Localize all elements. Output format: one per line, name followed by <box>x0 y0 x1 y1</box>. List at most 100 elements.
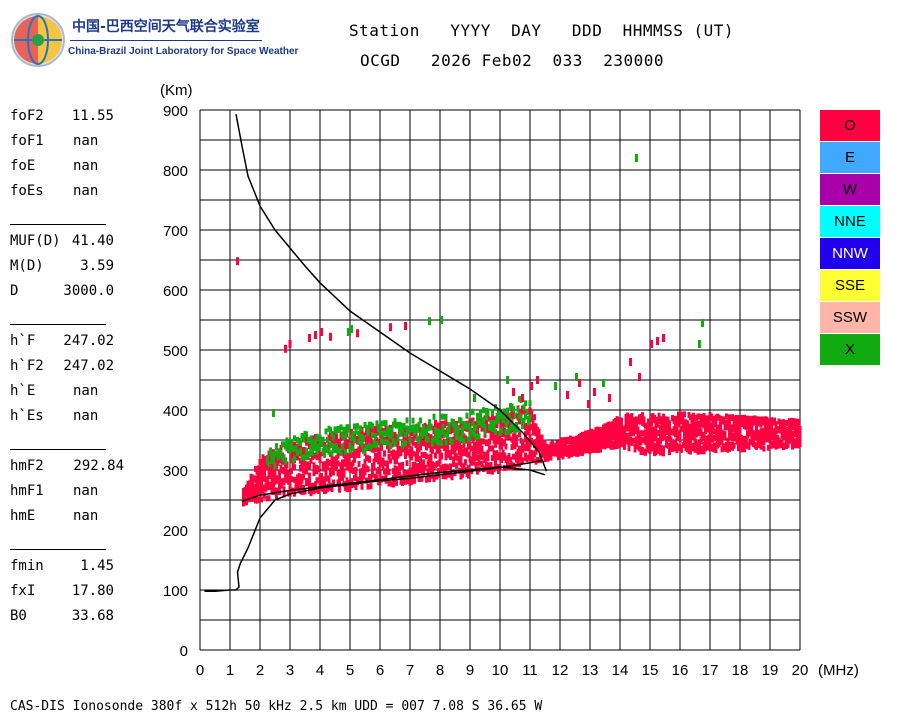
o-mode-echo <box>329 470 332 477</box>
o-mode-echo <box>411 436 415 443</box>
x-mode-echo <box>440 316 443 324</box>
x-mode-echo <box>311 449 314 456</box>
o-mode-echo <box>485 461 488 468</box>
o-mode-echo <box>770 423 773 430</box>
o-mode-echo <box>515 440 518 447</box>
y-tick-label: 500 <box>163 343 188 360</box>
o-mode-echo <box>590 439 593 446</box>
param-value: nan <box>73 408 99 424</box>
o-mode-echo <box>440 453 443 460</box>
o-mode-echo <box>437 443 440 450</box>
o-mode-echo <box>735 438 739 445</box>
electron-density-profile <box>235 114 548 472</box>
o-mode-echo <box>753 415 757 422</box>
x-mode-echo <box>360 441 364 448</box>
o-mode-echo <box>326 464 329 471</box>
o-mode-echo <box>530 450 533 457</box>
o-mode-echo <box>369 483 373 490</box>
x-mode-echo <box>461 426 464 433</box>
x-mode-echo <box>435 432 439 439</box>
x-mode-echo <box>339 424 343 431</box>
o-mode-echo <box>396 441 400 448</box>
legend-item: W <box>820 174 880 205</box>
o-mode-echo <box>260 480 263 487</box>
o-mode-echo <box>347 455 350 462</box>
y-tick-label: 0 <box>180 643 188 660</box>
o-mode-echo <box>501 423 505 430</box>
o-mode-echo <box>429 457 433 464</box>
o-mode-echo <box>482 438 485 445</box>
x-mode-echo <box>501 416 505 423</box>
x-mode-echo <box>321 437 325 444</box>
x-mode-echo <box>524 400 527 407</box>
o-mode-echo <box>414 467 418 474</box>
x-mode-echo <box>330 450 334 457</box>
x-mode-echo <box>417 438 421 445</box>
o-mode-echo <box>425 453 428 460</box>
o-mode-echo <box>510 436 514 443</box>
o-mode-echo <box>626 432 629 439</box>
o-mode-echo <box>476 454 479 461</box>
o-mode-echo <box>260 496 263 503</box>
o-mode-echo <box>521 457 524 464</box>
o-mode-echo <box>368 455 371 462</box>
legend-item: NNW <box>820 238 880 269</box>
o-mode-echo <box>366 436 370 443</box>
o-mode-echo <box>336 460 340 467</box>
x-mode-echo <box>459 436 463 443</box>
x-mode-echo <box>359 425 362 432</box>
o-mode-echo <box>798 430 802 437</box>
o-mode-echo <box>387 480 391 487</box>
x-mode-echo <box>428 419 431 426</box>
x-mode-echo <box>438 429 442 436</box>
x-mode-echo <box>459 417 463 424</box>
o-mode-echo <box>293 464 296 471</box>
o-mode-echo <box>623 443 626 450</box>
o-mode-echo <box>525 423 529 430</box>
o-mode-echo <box>483 431 487 438</box>
o-mode-echo <box>683 427 686 434</box>
o-mode-echo <box>296 454 299 461</box>
x-mode-echo <box>398 427 401 434</box>
o-mode-echo <box>680 446 683 453</box>
o-mode-echo <box>303 460 307 467</box>
o-mode-echo <box>620 417 623 424</box>
o-mode-echo <box>350 451 353 458</box>
o-mode-echo <box>566 391 569 399</box>
y-tick-label: 600 <box>163 283 188 300</box>
o-mode-echo <box>752 419 755 426</box>
x-mode-echo <box>351 431 355 438</box>
x-mode-echo <box>522 404 526 411</box>
x-mode-echo <box>299 439 302 446</box>
x-mode-echo <box>399 422 403 429</box>
x-mode-echo <box>357 438 361 445</box>
param-name: fmin <box>10 558 44 574</box>
o-mode-echo <box>662 334 665 342</box>
o-mode-echo <box>501 431 505 438</box>
x-mode-echo <box>428 317 431 326</box>
x-mode-echo <box>471 408 475 415</box>
o-mode-echo <box>407 448 410 455</box>
o-mode-echo <box>536 376 539 384</box>
x-mode-echo <box>273 450 277 457</box>
x-mode-echo <box>450 438 454 445</box>
x-tick-label: 20 <box>792 662 809 679</box>
o-mode-echo <box>377 466 380 473</box>
virtual-height-curve <box>204 459 543 592</box>
o-mode-echo <box>288 340 292 348</box>
o-mode-echo <box>497 467 500 474</box>
o-mode-echo <box>489 461 493 468</box>
x-mode-echo <box>404 431 407 438</box>
x-mode-echo <box>468 434 472 441</box>
o-mode-echo <box>429 434 433 441</box>
o-mode-echo <box>725 413 728 420</box>
logo-divider <box>70 40 262 41</box>
chart-grid <box>199 109 801 651</box>
o-mode-echo <box>261 484 265 491</box>
o-mode-echo <box>420 475 424 482</box>
o-mode-echo <box>518 445 521 452</box>
o-mode-echo <box>644 449 647 456</box>
param-name: B0 <box>10 608 27 624</box>
x-tick-label: 12 <box>552 662 569 679</box>
o-mode-echo <box>288 472 292 479</box>
